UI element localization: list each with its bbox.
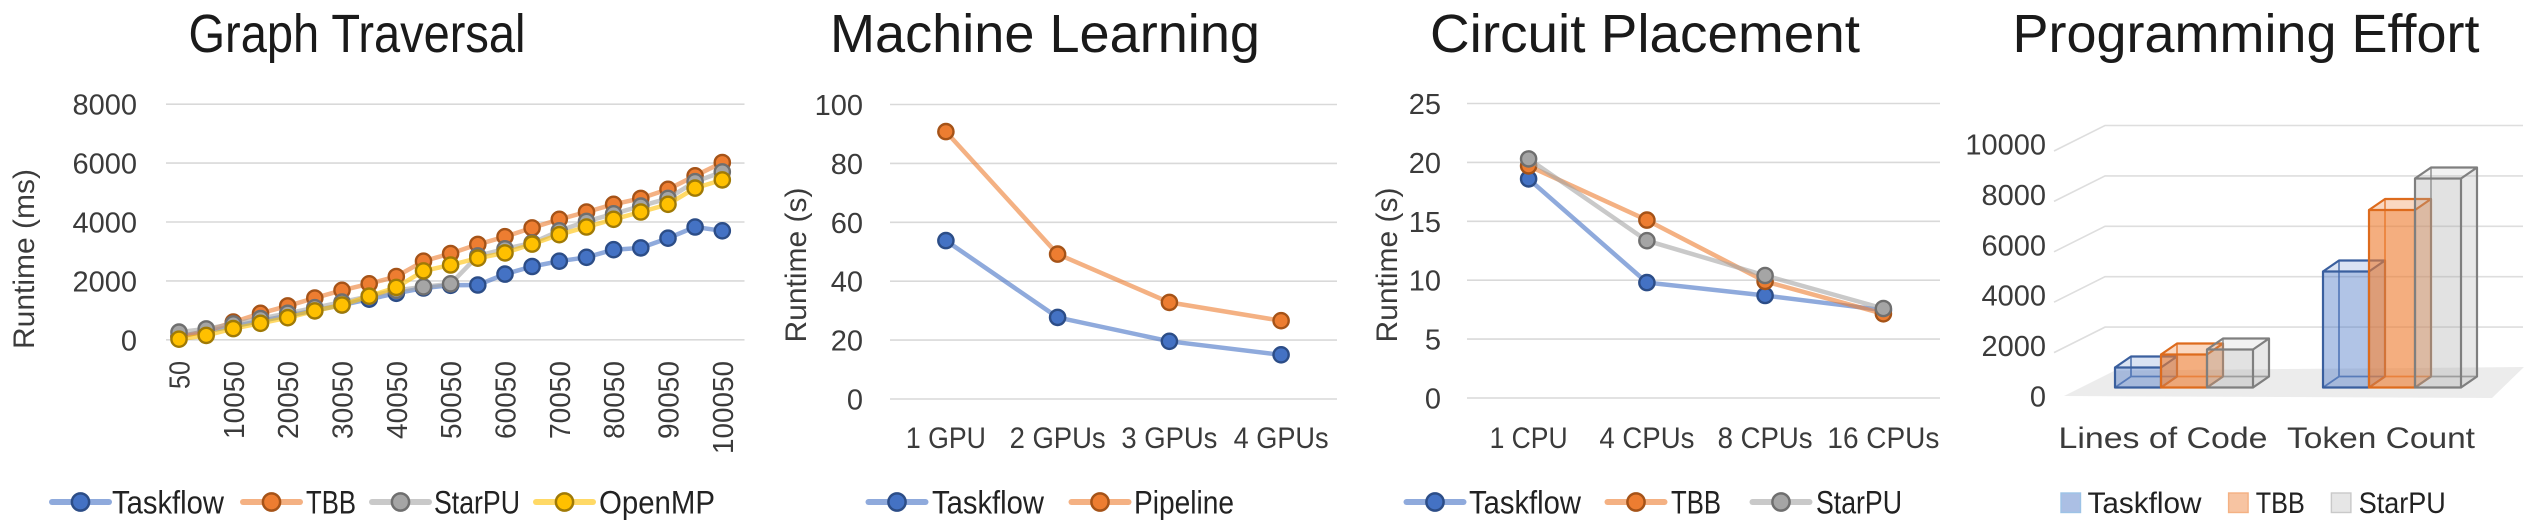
svg-text:0: 0 — [2030, 382, 2046, 414]
svg-text:4000: 4000 — [72, 208, 137, 240]
svg-text:8 CPUs: 8 CPUs — [1718, 422, 1813, 455]
svg-text:0: 0 — [1425, 384, 1441, 416]
svg-text:Circuit Placement: Circuit Placement — [1430, 4, 1860, 64]
svg-text:Token Count: Token Count — [2287, 422, 2476, 455]
svg-text:0: 0 — [847, 385, 863, 417]
svg-text:60050: 60050 — [491, 361, 523, 439]
svg-text:40050: 40050 — [382, 361, 414, 439]
svg-text:10050: 10050 — [219, 361, 251, 439]
svg-text:40: 40 — [831, 267, 863, 299]
svg-text:8000: 8000 — [72, 90, 137, 122]
svg-text:3 GPUs: 3 GPUs — [1121, 422, 1217, 455]
svg-text:20: 20 — [831, 326, 863, 358]
svg-text:Lines of Code: Lines of Code — [2059, 422, 2268, 455]
svg-text:Programming Effort: Programming Effort — [2013, 4, 2480, 64]
svg-text:Runtime (ms): Runtime (ms) — [8, 169, 41, 349]
svg-text:2000: 2000 — [72, 266, 137, 298]
svg-text:25: 25 — [1409, 89, 1441, 121]
svg-text:OpenMP: OpenMP — [599, 485, 715, 521]
svg-text:Runtime (s): Runtime (s) — [1371, 187, 1404, 342]
svg-text:Taskflow: Taskflow — [112, 485, 225, 521]
svg-text:80050: 80050 — [599, 361, 631, 439]
svg-text:2 GPUs: 2 GPUs — [1010, 422, 1106, 455]
svg-text:80: 80 — [831, 149, 863, 181]
svg-text:50050: 50050 — [436, 361, 468, 439]
svg-text:15: 15 — [1409, 207, 1441, 239]
svg-text:TBB: TBB — [1671, 485, 1721, 521]
svg-text:100: 100 — [815, 90, 863, 122]
svg-text:60: 60 — [831, 208, 863, 240]
svg-text:10: 10 — [1409, 266, 1441, 298]
svg-text:Taskflow: Taskflow — [932, 485, 1045, 521]
svg-text:4 GPUs: 4 GPUs — [1234, 422, 1329, 455]
svg-text:20: 20 — [1409, 148, 1441, 180]
svg-text:50: 50 — [165, 361, 197, 389]
svg-text:10000: 10000 — [1965, 130, 2046, 162]
svg-text:Runtime (s): Runtime (s) — [780, 187, 813, 342]
svg-text:4000: 4000 — [1981, 281, 2046, 313]
svg-text:StarPU: StarPU — [434, 485, 520, 521]
svg-text:4 CPUs: 4 CPUs — [1599, 422, 1694, 455]
svg-text:6000: 6000 — [1981, 230, 2046, 262]
svg-text:Taskflow: Taskflow — [1469, 485, 1582, 521]
svg-text:70050: 70050 — [545, 361, 577, 439]
svg-text:Machine Learning: Machine Learning — [830, 4, 1260, 64]
svg-text:8000: 8000 — [1981, 180, 2046, 212]
svg-text:16 CPUs: 16 CPUs — [1827, 422, 1939, 455]
svg-text:StarPU: StarPU — [1816, 485, 1902, 521]
svg-text:2000: 2000 — [1981, 331, 2046, 363]
svg-text:6000: 6000 — [72, 149, 137, 181]
svg-text:StarPU: StarPU — [2359, 487, 2446, 520]
svg-text:TBB: TBB — [2256, 487, 2305, 520]
svg-text:5: 5 — [1425, 325, 1441, 357]
svg-text:TBB: TBB — [306, 485, 356, 521]
svg-text:Graph Traversal: Graph Traversal — [189, 4, 526, 64]
svg-text:1 GPU: 1 GPU — [906, 422, 986, 455]
svg-text:90050: 90050 — [654, 361, 686, 439]
svg-text:Pipeline: Pipeline — [1134, 485, 1234, 521]
svg-text:30050: 30050 — [328, 361, 360, 439]
svg-text:Taskflow: Taskflow — [2088, 487, 2202, 520]
svg-text:100050: 100050 — [708, 361, 740, 454]
svg-text:1 CPU: 1 CPU — [1490, 422, 1568, 455]
svg-text:20050: 20050 — [273, 361, 305, 439]
svg-text:0: 0 — [121, 325, 137, 357]
